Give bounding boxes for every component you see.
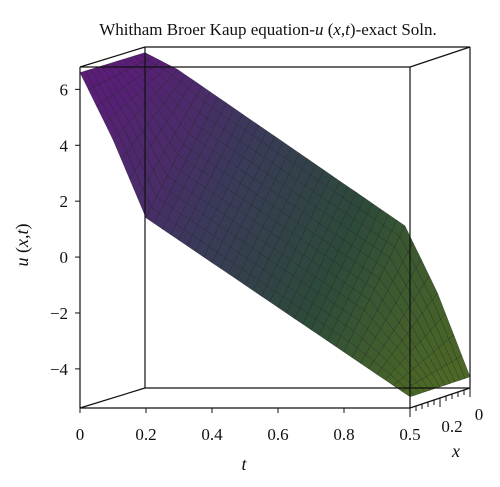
z-axis-label: u (x,t) xyxy=(12,224,33,267)
chart-title: Whitham Broer Kaup equation-u (x,t)-exac… xyxy=(99,20,437,39)
z-tick-label: 0 xyxy=(60,248,69,267)
x-axis-label: x xyxy=(451,441,460,461)
t-tick-label: 0.5 xyxy=(399,425,420,444)
x-tick-label: 0.2 xyxy=(441,417,462,436)
box-edge-left-bottom xyxy=(79,387,146,409)
surface-mesh xyxy=(79,52,471,398)
title-mid: ( xyxy=(323,20,333,39)
z-tick-label: 2 xyxy=(60,192,69,211)
box-edge-left-top xyxy=(79,46,146,68)
t-tick-label: 0.8 xyxy=(333,425,354,444)
svg-text:Whitham Broer Kaup equation-u: Whitham Broer Kaup equation-u (x,t)-exac… xyxy=(99,20,437,39)
z-tick-label: −2 xyxy=(50,304,68,323)
z-tick-label: −4 xyxy=(50,360,69,379)
box-edge-right-top xyxy=(409,46,471,68)
x-tick-label: 0 xyxy=(475,405,484,424)
title-post: )-exact Soln. xyxy=(350,20,437,39)
title-italic: u xyxy=(315,20,324,39)
title-pre: Whitham Broer Kaup equation- xyxy=(99,20,315,39)
t-tick-label: 0.2 xyxy=(135,425,156,444)
bounding-box xyxy=(79,46,471,409)
t-axis-label: t xyxy=(241,454,247,474)
t-tick-label: 0.6 xyxy=(267,425,288,444)
t-axis-ticks: 0 0.2 0.4 0.6 0.8 0.5 xyxy=(76,408,421,444)
z-tick-label: 4 xyxy=(60,136,69,155)
t-tick-label: 0 xyxy=(76,425,85,444)
z-axis-ticks: 6 4 2 0 −2 −4 xyxy=(50,80,80,379)
t-tick-label: 0.4 xyxy=(201,425,223,444)
x-axis-ticks: 0.20 xyxy=(409,388,484,436)
z-tick-label: 6 xyxy=(60,80,69,99)
z-label-u: u xyxy=(12,258,32,267)
title-italic2: x,t xyxy=(332,20,351,39)
